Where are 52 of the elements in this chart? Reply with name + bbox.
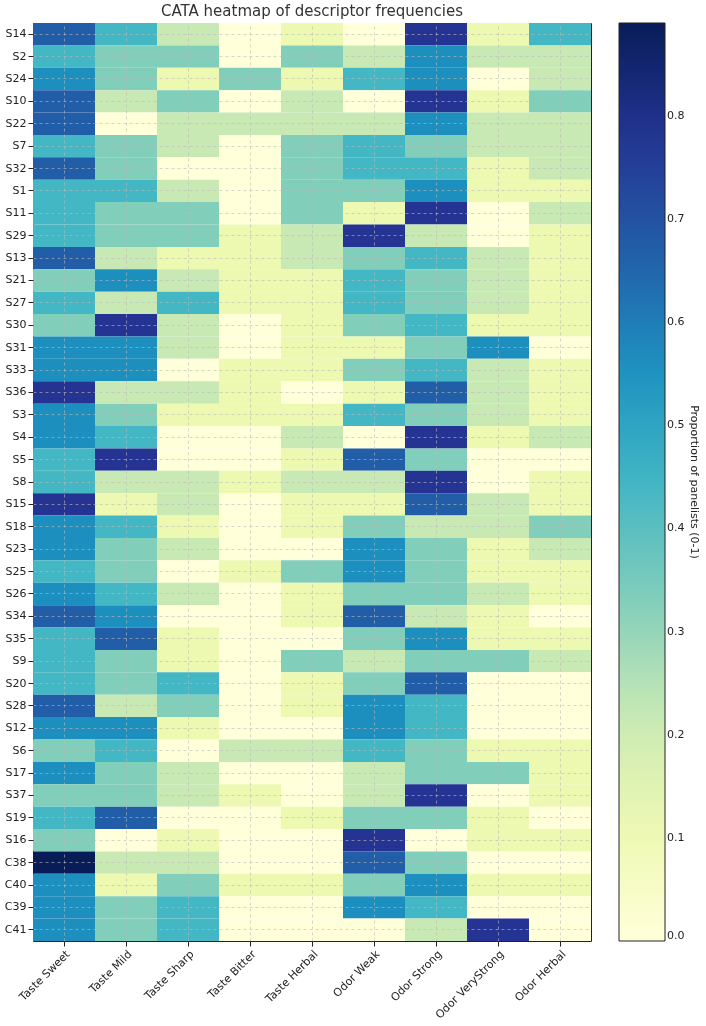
y-tick-label: S37 [5,788,27,802]
y-tick-label: S3 [12,407,27,421]
y-tick-label: S31 [5,340,27,354]
y-tick-label: S23 [5,542,27,556]
y-tick-label: S34 [5,609,27,623]
y-tick-label: S15 [5,497,27,511]
color-bar-label: 0.0 [667,929,685,942]
y-tick-label: S6 [12,743,27,757]
y-tick-label: S27 [5,295,27,309]
y-tick-label: S25 [5,564,27,578]
y-tick-label: S1 [12,183,27,197]
y-tick-label: S19 [5,810,27,824]
y-tick-label: S16 [5,833,27,847]
y-tick-label: S13 [5,251,27,265]
y-tick-label: S5 [12,452,27,466]
y-tick-label: S22 [5,116,27,130]
y-tick-label: S33 [5,363,27,377]
y-tick-label: S10 [5,94,27,108]
y-tick-label: S8 [12,475,27,488]
color-bar-label: 0.2 [667,727,685,741]
y-tick-label: S20 [5,676,27,690]
color-bar-label: 0.5 [667,418,685,432]
y-tick-label: S12 [5,721,27,735]
color-bar-label: 0.7 [667,211,685,225]
y-tick-label: S35 [5,631,27,645]
y-tick-label: S32 [5,161,27,175]
y-tick-label: S4 [12,430,27,444]
y-tick-label: S24 [5,71,27,85]
color-bar-label: 0.1 [667,830,685,844]
y-tick-label: S2 [12,49,27,63]
y-tick-label: C40 [4,878,27,892]
color-bar-label: 0.3 [667,624,685,638]
y-tick-label: S17 [5,766,27,780]
y-tick-label: S14 [5,27,27,41]
color-bar-title: Proportion of panelists (0-1) [688,405,701,559]
y-tick-label: S30 [5,318,27,332]
y-tick-label: C41 [4,922,27,936]
y-tick-label: C38 [4,855,27,869]
y-tick-label: S18 [5,519,27,533]
y-tick-label: S26 [5,586,27,600]
y-tick-label: S29 [5,228,27,242]
y-tick-label: S36 [5,385,27,399]
y-tick-label: S11 [5,206,27,220]
color-bar-label: 0.8 [667,108,685,122]
y-tick-label: S21 [5,273,27,287]
chart-title: CATA heatmap of descriptor frequencies [161,2,464,20]
color-bar-label: 0.4 [667,521,685,535]
y-tick-label: S7 [12,139,27,153]
color-bar-label: 0.6 [667,315,685,329]
y-tick-label: S9 [12,654,27,668]
y-tick-label: S28 [5,698,27,712]
y-tick-label: C39 [4,900,27,914]
